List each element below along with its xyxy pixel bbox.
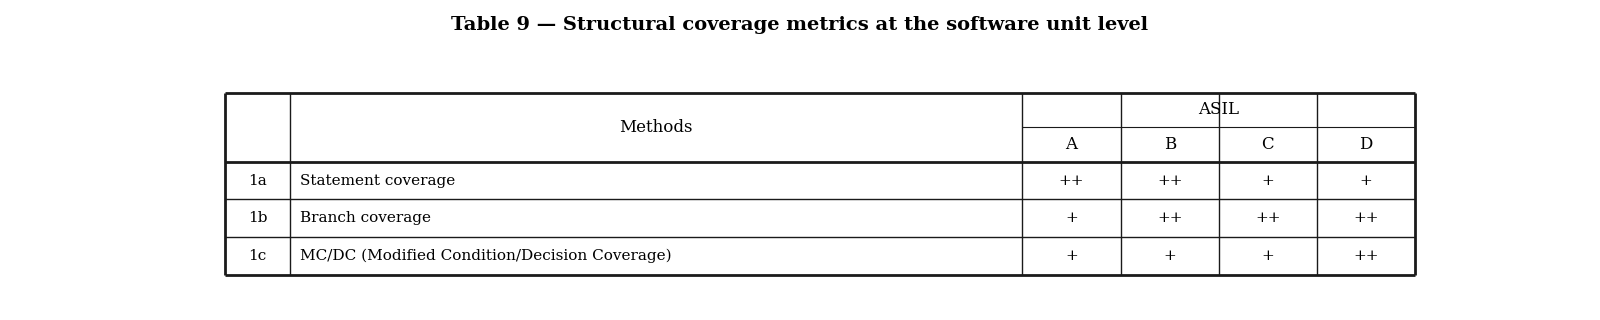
Text: 1b: 1b	[248, 211, 267, 225]
Text: ++: ++	[1354, 249, 1379, 263]
Text: +: +	[1261, 249, 1274, 263]
Text: Methods: Methods	[619, 119, 693, 136]
Text: Branch coverage: Branch coverage	[301, 211, 430, 225]
Text: +: +	[1066, 249, 1078, 263]
Text: ASIL: ASIL	[1198, 101, 1240, 118]
Text: Statement coverage: Statement coverage	[301, 173, 456, 188]
Text: ++: ++	[1059, 173, 1085, 188]
Text: A: A	[1066, 136, 1077, 153]
Text: 1c: 1c	[248, 249, 267, 263]
Text: 1a: 1a	[248, 173, 267, 188]
Text: ++: ++	[1354, 211, 1379, 225]
Text: +: +	[1360, 173, 1373, 188]
Text: C: C	[1261, 136, 1274, 153]
Text: +: +	[1163, 249, 1176, 263]
Text: B: B	[1163, 136, 1176, 153]
Text: MC/DC (Modified Condition/Decision Coverage): MC/DC (Modified Condition/Decision Cover…	[301, 249, 672, 263]
Text: ++: ++	[1157, 211, 1182, 225]
Text: +: +	[1261, 173, 1274, 188]
Text: +: +	[1066, 211, 1078, 225]
Text: ++: ++	[1157, 173, 1182, 188]
Text: D: D	[1360, 136, 1373, 153]
Text: Table 9 — Structural coverage metrics at the software unit level: Table 9 — Structural coverage metrics at…	[451, 16, 1149, 34]
Text: ++: ++	[1254, 211, 1280, 225]
